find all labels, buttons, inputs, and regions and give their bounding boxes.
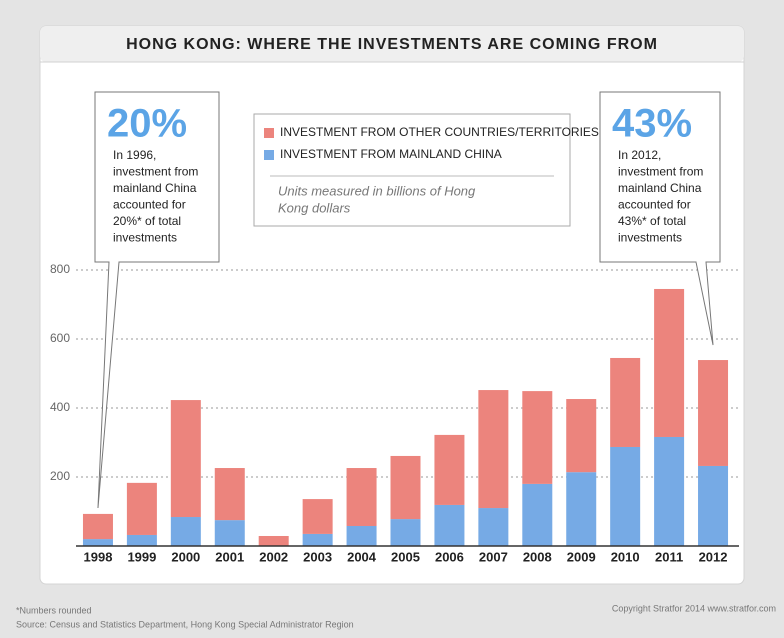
x-tick-label: 2012 [699,549,728,564]
callout-text: accounted for [113,198,186,212]
x-tick-label: 2007 [479,549,508,564]
bar-segment [126,534,157,546]
footnote: *Numbers rounded [16,605,92,615]
legend-swatch [264,128,274,138]
title-band [40,26,744,62]
bar-segment [346,525,377,546]
bar-segment [478,390,509,509]
callout-box [94,91,220,263]
source: Source: Census and Statistics Department… [16,619,354,629]
legend-note: Kong dollars [278,200,351,215]
x-tick-label: 2010 [611,549,640,564]
legend-note: Units measured in billions of Hong [278,183,476,198]
x-tick-label: 2001 [215,549,244,564]
y-tick-label: 400 [50,400,70,414]
legend-label: INVESTMENT FROM OTHER COUNTRIES/TERRITOR… [280,125,599,139]
bar-segment [390,455,421,520]
callout-text: investments [113,231,177,245]
callout-pointer [695,261,714,346]
y-tick-label: 200 [50,469,70,483]
callout-text: investment from [113,165,198,179]
x-tick-label: 2003 [303,549,332,564]
x-tick-label: 2000 [171,549,200,564]
bar-segment [434,434,465,505]
chart-title: HONG KONG: WHERE THE INVESTMENTS ARE COM… [126,36,658,53]
callout-text: mainland China [618,181,702,195]
legend-swatch [264,150,274,160]
bar-segment [478,508,509,546]
callout-text: investment from [618,165,703,179]
bar-segment [214,520,245,546]
bar-segment [82,513,113,540]
bar-segment [654,288,685,437]
callout-text: accounted for [618,198,691,212]
callout-text: mainland China [113,181,197,195]
callout-figure: 43% [612,102,692,146]
legend-box [253,113,571,227]
bar-segment [610,446,641,546]
bar-segment [698,360,729,466]
bar-segment [654,436,685,546]
x-tick-label: 2002 [259,549,288,564]
bar-segment [170,517,201,546]
x-tick-label: 2006 [435,549,464,564]
callout-text: 20%* of total [113,214,181,228]
bar-segment [610,357,641,447]
callout-text: In 1996, [113,148,156,162]
bar-segment [434,504,465,546]
bar-segment [390,519,421,546]
callout-text: investments [618,231,682,245]
callout-text: 43%* of total [618,214,686,228]
bar-segment [566,399,597,473]
callout-figure: 20% [107,102,187,146]
bar-segment [566,472,597,546]
bar-segment [170,400,201,518]
bar-segment [126,482,157,535]
callout-text: In 2012, [618,148,661,162]
callout-pointer [97,261,120,509]
x-tick-label: 2009 [567,549,596,564]
x-tick-label: 2011 [655,549,683,564]
bar-segment [522,483,553,546]
callout-box [599,91,721,263]
x-tick-label: 2008 [523,549,552,564]
bar-segment [214,468,245,521]
bar-segment [82,539,113,546]
bar-segment [346,468,377,526]
bar-segment [258,535,289,546]
legend-label: INVESTMENT FROM MAINLAND CHINA [280,147,502,161]
x-tick-label: 2005 [391,549,420,564]
copyright: Copyright Stratfor 2014 www.stratfor.com [612,603,776,613]
x-tick-label: 1998 [84,549,113,564]
bar-segment [302,499,333,534]
y-tick-label: 800 [50,262,70,276]
x-tick-label: 2004 [347,549,377,564]
bar-segment [522,391,553,484]
y-tick-label: 600 [50,331,70,345]
bar-segment [698,465,729,546]
bar-segment [302,533,333,546]
x-tick-label: 1999 [127,549,156,564]
